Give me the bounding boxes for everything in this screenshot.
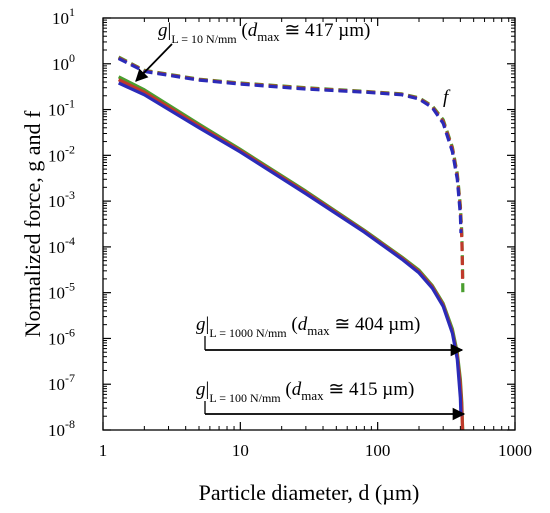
y-tick-base: 10 — [48, 101, 65, 120]
x-tick-label: 100 — [365, 441, 391, 460]
annot-d: d — [248, 20, 258, 41]
y-tick-label: 10-3 — [48, 188, 75, 211]
y-tick-label: 10-6 — [48, 325, 75, 348]
annot-value: ≅ 404 µm) — [330, 314, 421, 335]
y-tick-label: 10-7 — [48, 371, 75, 394]
series-g_L1000 — [117, 81, 463, 417]
y-tick-base: 10 — [48, 421, 65, 440]
annot-value: ≅ 415 µm) — [324, 379, 415, 400]
x-axis-title: Particle diameter, d (µm) — [199, 480, 420, 505]
label-g-L1000: g|L = 1000 N/mm (dmax ≅ 404 µm) — [196, 314, 420, 340]
label-g-L10: g|L = 10 N/mm (dmax ≅ 417 µm) — [158, 20, 370, 46]
annot-subscript: L = 100 N/mm — [209, 391, 281, 405]
y-tick-label: 10-5 — [48, 280, 75, 303]
annot-bar: | — [168, 20, 172, 41]
annot-subscript: L = 10 N/mm — [171, 32, 237, 46]
y-tick-exponent: -5 — [65, 280, 75, 294]
x-tick-label: 10 — [232, 441, 249, 460]
series-f_L100 — [117, 56, 465, 279]
annot-open: ( — [281, 379, 292, 400]
y-tick-base: 10 — [52, 55, 69, 74]
y-tick-exponent: -6 — [65, 325, 75, 339]
x-tick-label: 1 — [99, 441, 108, 460]
y-tick-exponent: -1 — [65, 97, 75, 111]
y-tick-base: 10 — [52, 9, 69, 28]
annot-g: g — [158, 20, 168, 41]
plot-frame — [102, 17, 516, 431]
y-tick-label: 10-8 — [48, 417, 75, 440]
annot-bar: | — [206, 314, 210, 335]
y-tick-label: 10-4 — [48, 234, 75, 257]
series-g_L100 — [117, 78, 465, 430]
axes-layer: 1 10 100 100010110010-110-210-310-410-510-6… — [20, 5, 532, 505]
y-tick-exponent: -8 — [65, 417, 75, 431]
series-f_L10 — [117, 55, 465, 293]
annot-d: d — [292, 379, 302, 400]
annot-dmax: max — [257, 29, 280, 44]
y-tick-base: 10 — [48, 146, 65, 165]
y-tick-base: 10 — [48, 284, 65, 303]
y-tick-label: 10-2 — [48, 142, 75, 165]
y-tick-exponent: -2 — [65, 142, 75, 156]
y-tick-base: 10 — [48, 238, 65, 257]
annotation-layer: fg|L = 10 N/mm (dmax ≅ 417 µm)g|L = 1000… — [135, 20, 466, 421]
x-tick-label: 1000 — [498, 441, 532, 460]
annot-g: g — [196, 379, 206, 400]
annot-dmax: max — [307, 323, 330, 338]
arrow-g-L10 — [135, 43, 173, 82]
annot-d: d — [298, 314, 308, 335]
y-tick-label: 10-1 — [48, 97, 75, 120]
annot-g: g — [196, 314, 206, 335]
annot-open: ( — [287, 314, 298, 335]
series-f_L1000 — [117, 57, 463, 234]
y-tick-exponent: -4 — [65, 234, 75, 248]
y-tick-label: 100 — [52, 51, 75, 74]
annot-dmax: max — [301, 388, 324, 403]
y-tick-exponent: 0 — [69, 51, 75, 65]
label-g-L100: g|L = 100 N/mm (dmax ≅ 415 µm) — [196, 379, 414, 405]
y-tick-exponent: 1 — [69, 5, 75, 19]
f-label: f — [443, 87, 451, 108]
annot-subscript: L = 1000 N/mm — [209, 326, 287, 340]
annot-open: ( — [237, 20, 248, 41]
annot-value: ≅ 417 µm) — [280, 20, 371, 41]
y-tick-base: 10 — [48, 375, 65, 394]
series-layer — [117, 55, 465, 430]
y-tick-base: 10 — [48, 329, 65, 348]
y-tick-exponent: -7 — [65, 371, 75, 385]
y-axis-title: Normalized force, g and f — [20, 110, 45, 337]
y-tick-exponent: -3 — [65, 188, 75, 202]
y-tick-label: 101 — [52, 5, 75, 28]
series-g_L10 — [117, 75, 465, 430]
y-tick-base: 10 — [48, 192, 65, 211]
annot-bar: | — [206, 379, 210, 400]
